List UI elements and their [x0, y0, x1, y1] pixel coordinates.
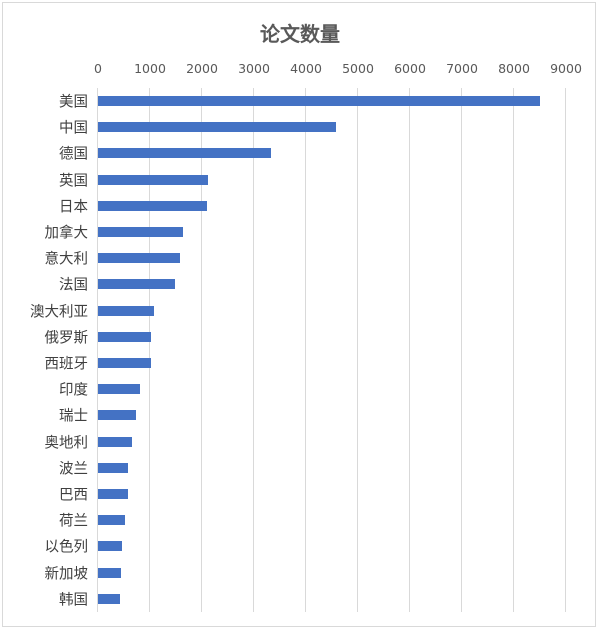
bar — [98, 593, 121, 604]
category-label: 加拿大 — [44, 225, 89, 242]
category-label: 日本 — [59, 199, 88, 216]
x-tick-label: 3000 — [238, 61, 270, 76]
category-label: 中国 — [59, 120, 88, 137]
category-label: 新加坡 — [44, 566, 89, 583]
category-label: 俄罗斯 — [44, 330, 89, 347]
x-tick-label: 6000 — [394, 61, 426, 76]
category-label: 意大利 — [44, 251, 89, 268]
bar — [98, 148, 271, 159]
category-label: 澳大利亚 — [30, 304, 88, 321]
gridline — [461, 88, 462, 612]
category-label: 以色列 — [44, 539, 89, 556]
category-label: 美国 — [59, 94, 88, 111]
bar — [98, 489, 129, 499]
x-tick-label: 7000 — [446, 61, 478, 76]
bar — [98, 331, 152, 342]
bar — [98, 410, 137, 421]
x-tick-label: 0 — [94, 61, 102, 76]
bar — [98, 567, 122, 578]
bar — [98, 358, 152, 368]
gridline — [409, 88, 410, 612]
bar — [98, 462, 129, 473]
category-label: 韩国 — [59, 592, 88, 609]
gridline — [201, 88, 202, 612]
category-label: 西班牙 — [44, 356, 89, 373]
gridline — [97, 88, 98, 612]
category-label: 法国 — [59, 277, 88, 294]
x-tick-label: 4000 — [290, 61, 322, 76]
bar — [98, 541, 122, 552]
category-label: 荷兰 — [59, 513, 88, 530]
bar — [98, 436, 133, 447]
chart-title: 论文数量 — [260, 22, 340, 46]
category-label: 奥地利 — [44, 435, 89, 452]
gridline — [565, 88, 566, 612]
x-tick-label: 8000 — [498, 61, 530, 76]
x-tick-label: 5000 — [342, 61, 374, 76]
bar — [98, 96, 540, 106]
gridline — [357, 88, 358, 612]
category-label: 瑞士 — [59, 408, 88, 425]
bar — [98, 174, 208, 185]
gridline — [305, 88, 306, 612]
category-label: 巴西 — [59, 487, 88, 504]
x-tick-label: 9000 — [550, 61, 582, 76]
x-tick-label: 2000 — [186, 61, 218, 76]
bar — [98, 253, 181, 264]
bar — [98, 384, 141, 395]
gridline — [513, 88, 514, 612]
category-label: 德国 — [59, 146, 88, 163]
gridline — [253, 88, 254, 612]
category-label: 英国 — [59, 173, 88, 190]
bar — [98, 305, 155, 316]
bar — [98, 515, 125, 526]
bar — [98, 227, 183, 237]
gridline — [149, 88, 150, 612]
bar — [98, 279, 175, 290]
category-label: 印度 — [59, 382, 88, 399]
x-tick-label: 1000 — [134, 61, 166, 76]
bar — [98, 200, 208, 211]
category-label: 波兰 — [59, 461, 88, 478]
bar — [98, 122, 336, 133]
